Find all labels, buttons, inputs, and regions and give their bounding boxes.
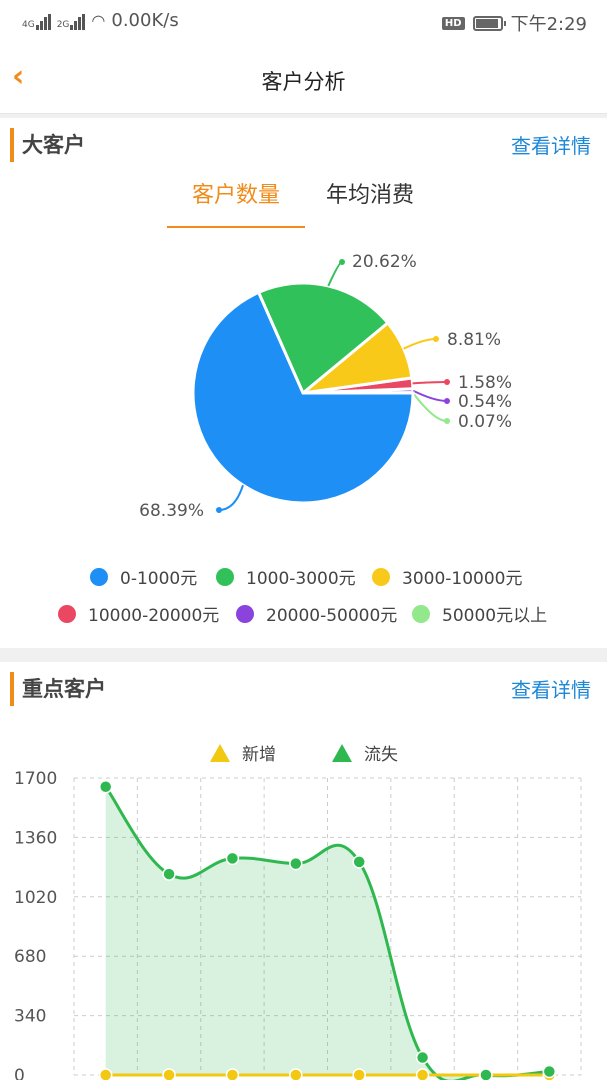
tab-annual-spend[interactable]: 年均消费 [325, 183, 414, 208]
network-type: 2G [56, 19, 70, 30]
line-chart: 0 340 680 1020 1360 1700 [14, 769, 582, 1080]
data-point [98, 779, 113, 794]
legend-dot-icon [372, 567, 390, 586]
data-point [289, 856, 303, 871]
wifi-icon: ◠ [91, 11, 106, 30]
legend-label: 流失 [364, 745, 398, 765]
tab-customer-count[interactable]: 客户数量 [167, 178, 305, 228]
legend-item[interactable]: 10000-20000元 [58, 601, 219, 626]
leader-dot [444, 379, 450, 385]
legend-label: 20000-50000元 [266, 606, 398, 626]
legend-label: 10000-20000元 [88, 606, 220, 626]
area-fill [105, 786, 550, 1080]
data-point [352, 1068, 366, 1080]
leader-dot [339, 259, 345, 265]
data-point [415, 1050, 430, 1065]
legend-label: 0-1000元 [120, 569, 198, 589]
view-details-link[interactable]: 查看详情 [511, 134, 591, 158]
pie-chart: 0.07%0.54%1.58% 8.81% 20.62% 68.39% [139, 252, 512, 521]
page-title: 客户分析 [261, 70, 346, 94]
data-point [479, 1068, 493, 1080]
legend-dot-icon [216, 567, 234, 586]
legend-item[interactable]: 3000-10000元 [372, 564, 522, 589]
hd-icon: HD [441, 16, 465, 30]
data-point [352, 855, 366, 869]
pie-label: 0.54% [458, 392, 512, 412]
data-point [225, 851, 240, 866]
leader-dot [444, 398, 450, 404]
leader-dot [216, 507, 222, 513]
data-point [162, 1068, 176, 1080]
view-details-link[interactable]: 查看详情 [511, 678, 591, 702]
data-point [162, 867, 176, 881]
leader-dot [433, 336, 439, 342]
data-point [225, 1068, 240, 1080]
clock: 下午2:29 [510, 14, 587, 35]
y-tick-label: 680 [14, 947, 46, 967]
section-title: 重点客户 [10, 672, 106, 706]
big-customers-card: 大客户 查看详情 客户数量 年均消费 0.07% 0.54% 1.58% 8.81% 2… [0, 118, 607, 648]
data-point [415, 1068, 430, 1080]
legend-dot-icon [236, 604, 254, 623]
leader-line [218, 484, 244, 511]
data-point [98, 1068, 113, 1080]
battery-icon [472, 15, 506, 31]
tab-bar: 客户数量 年均消费 [167, 178, 435, 228]
leader-line [412, 381, 448, 385]
y-tick-label: 1360 [14, 828, 57, 848]
status-bar: 4G 2G ◠ 0.00K/s HD 下午2:29 [0, 0, 607, 42]
pie-slice [191, 290, 415, 505]
legend-dot-icon [90, 567, 108, 586]
pie-label: 0.07% [458, 412, 512, 432]
y-tick-label: 340 [14, 1007, 46, 1027]
legend-item[interactable]: 20000-50000元 [236, 601, 397, 626]
legend-label: 50000元以上 [442, 606, 548, 626]
pie-label: 8.81% [447, 330, 501, 350]
legend-item[interactable]: 0-1000元 [90, 564, 197, 589]
leader-line [327, 261, 343, 287]
y-tick-label: 1020 [14, 888, 57, 908]
data-point [289, 1068, 303, 1080]
pie-label: 1.58% [458, 373, 512, 393]
legend-label: 1000-3000元 [246, 569, 356, 589]
legend-dot-icon [412, 604, 430, 623]
triangle-icon [332, 743, 352, 762]
pie-label: 68.39% [139, 501, 204, 521]
chevron-left-icon[interactable]: ‹ [12, 59, 25, 94]
y-tick-label: 1700 [14, 769, 57, 789]
leader-dot [444, 418, 450, 424]
signal-4g-icon: 4G [22, 12, 51, 30]
leader-line [403, 338, 437, 350]
series-line [104, 785, 550, 1080]
key-customers-card: 重点客户 查看详情 新增 流失 0 340 680 1020 1360 1700 [0, 662, 607, 1080]
network-type: 4G [22, 19, 35, 30]
legend-dot-icon [58, 604, 76, 623]
triangle-icon [210, 743, 230, 762]
legend-item[interactable]: 1000-3000元 [216, 564, 356, 589]
nav-bar: ‹ 客户分析 [0, 42, 607, 114]
legend-item[interactable]: 50000元以上 [412, 601, 547, 626]
pie-slice [256, 281, 390, 396]
legend-label: 新增 [242, 745, 276, 765]
section-title: 大客户 [10, 128, 85, 162]
network-speed: 0.00K/s [111, 10, 179, 31]
pie-label: 20.62% [352, 252, 417, 272]
legend-item-new[interactable]: 新增 [210, 740, 276, 765]
legend-label: 3000-10000元 [402, 569, 523, 589]
signal-2g-icon: 2G [57, 12, 86, 30]
data-point [542, 1064, 557, 1079]
y-tick-label: 0 [14, 1066, 25, 1080]
legend-item-lost[interactable]: 流失 [332, 740, 398, 765]
